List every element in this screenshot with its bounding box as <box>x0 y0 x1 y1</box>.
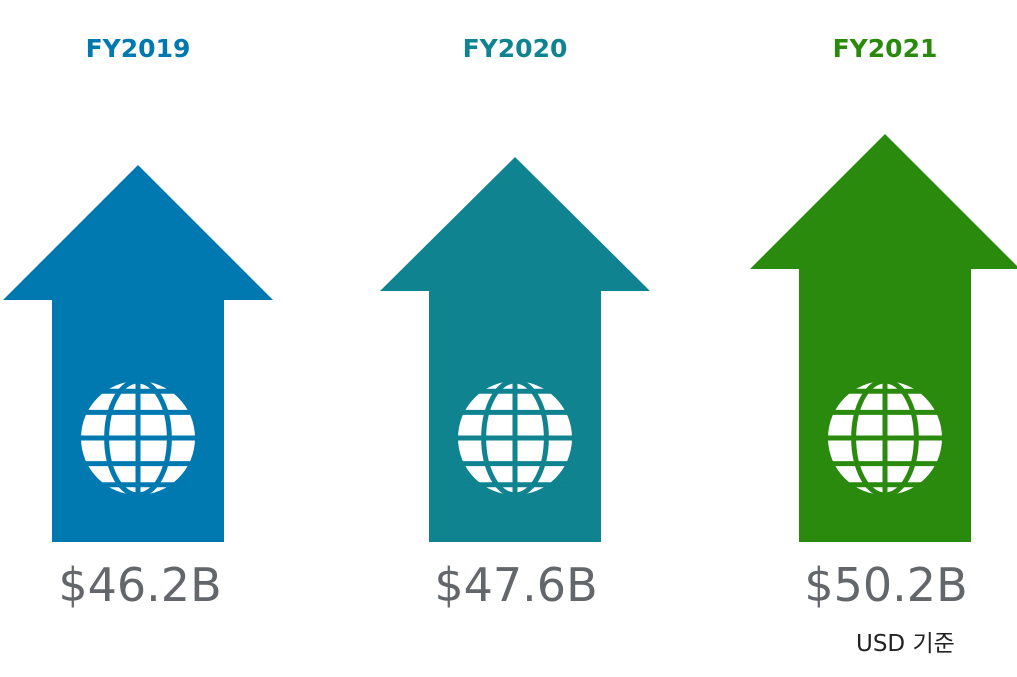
value-fy2019: $46.2B <box>58 558 222 612</box>
arrow-fy2019 <box>3 165 273 542</box>
globe-icon <box>828 378 942 498</box>
arrow-fy2021 <box>750 134 1017 542</box>
value-fy2021: $50.2B <box>804 558 968 612</box>
value-fy2020: $47.6B <box>434 558 598 612</box>
arrow-fy2020 <box>380 157 650 542</box>
currency-note: USD 기준 <box>856 631 955 657</box>
year-label-fy2019: FY2019 <box>85 34 191 63</box>
globe-icon <box>458 378 572 498</box>
arrow-shape <box>380 157 650 542</box>
year-label-fy2020: FY2020 <box>462 34 568 63</box>
year-label-fy2021: FY2021 <box>832 34 938 63</box>
globe-icon <box>81 378 195 498</box>
arrow-shape <box>750 134 1017 542</box>
arrow-shape <box>3 165 273 542</box>
